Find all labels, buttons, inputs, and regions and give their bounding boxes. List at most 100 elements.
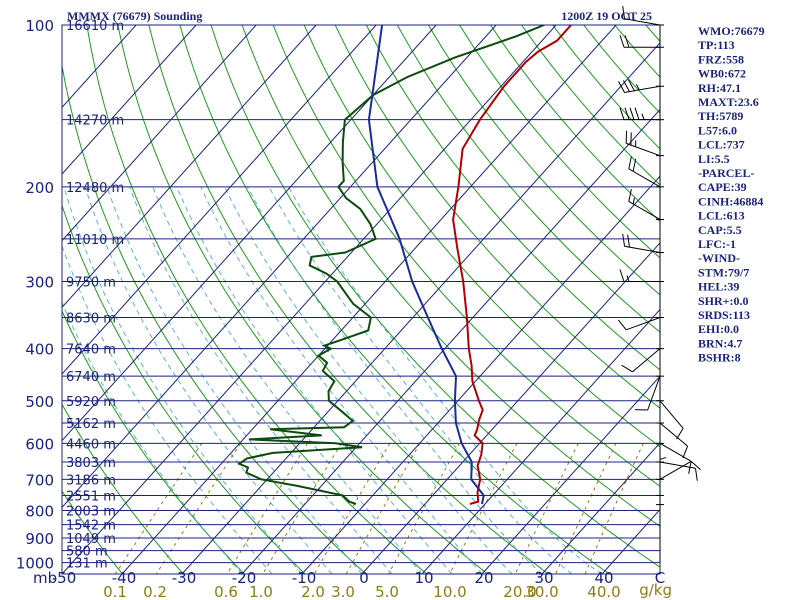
dry-adiabat [62, 309, 245, 574]
sounding-index: LCL:737 [698, 138, 745, 152]
mixing-ratio-tick-label: 30.0 [525, 583, 558, 600]
mixing-ratio-line [514, 443, 579, 574]
grid-lines [0, 25, 800, 574]
height-label: 6740 m [66, 370, 116, 385]
isotherm [121, 25, 617, 574]
isotherm [361, 242, 660, 574]
dry-adiabat [179, 25, 610, 574]
isotherm [62, 25, 257, 242]
height-label: 5162 m [66, 417, 116, 432]
moist-adiabat [200, 186, 483, 574]
dry-adiabat [396, 25, 660, 333]
moist-adiabat [62, 301, 243, 574]
mixing-ratio-line [345, 443, 421, 574]
wind-barb-staff [659, 460, 692, 480]
dry-adiabat [334, 25, 660, 409]
sounding-curves [237, 25, 572, 505]
sounding-index: LFC:-1 [698, 237, 736, 251]
mixing-ratio-unit-label: g/kg [639, 581, 672, 599]
sounding-index: LCL:613 [698, 209, 745, 223]
wind-barb-staff [659, 442, 692, 462]
height-label: 8630 m [66, 311, 116, 326]
height-label: 16610 m [66, 19, 124, 34]
wind-barb-staff [624, 85, 661, 94]
wind-barb-staff [647, 376, 661, 411]
temperature-tick-label: 20 [474, 569, 493, 587]
wind-barb-flag [621, 364, 633, 373]
wind-barb-flag [682, 445, 689, 459]
chart-title-station: MMMX (76679) Sounding [67, 9, 202, 23]
pressure-tick-label: 800 [25, 503, 54, 521]
sounding-index: LI:5.5 [698, 152, 730, 166]
isotherm [181, 42, 660, 574]
wind-barb-flag [619, 269, 625, 282]
wind-barb-flag [623, 80, 630, 92]
temperature-tick-label: 10 [414, 569, 433, 587]
pressure-unit-label: mb [33, 569, 57, 587]
dry-adiabat [62, 203, 306, 574]
mixing-ratio-line [388, 443, 461, 574]
temperature-tick-label: -40 [112, 569, 137, 587]
sounding-index: -WIND- [698, 251, 740, 265]
mixing-ratio-tick-label: 20.0 [503, 583, 536, 600]
wind-barb-flag [624, 107, 630, 120]
sounding-index: L57:6.0 [698, 123, 737, 137]
isotherm [62, 25, 437, 442]
isotherm [301, 175, 660, 574]
wind-barb-flag [622, 6, 626, 19]
pressure-tick-label: 1000 [16, 555, 54, 573]
dry-adiabat [0, 25, 1, 574]
dry-adiabat [303, 25, 660, 448]
isotherm [62, 25, 557, 574]
sounding-index: FRZ:558 [698, 52, 744, 66]
pressure-tick-label: 200 [25, 179, 54, 197]
mixing-ratio-tick-label: 0.2 [143, 583, 167, 600]
temperature-tick-label: -20 [232, 569, 257, 587]
wind-barb-flag [622, 233, 626, 247]
isotherm [62, 25, 197, 175]
dry-adiabat [272, 25, 660, 487]
isotherm [421, 308, 660, 574]
sounding-index: MAXT:23.6 [698, 95, 759, 109]
sounding-index: -PARCEL- [698, 166, 754, 180]
wind-barb-flag [629, 107, 635, 120]
wind-barbs [617, 6, 701, 563]
wind-barb-flag [628, 188, 632, 202]
wind-barb-flag [694, 468, 698, 481]
mixing-ratio-line [584, 443, 644, 574]
dry-adiabat [241, 25, 660, 527]
pressure-tick-label: 100 [25, 17, 54, 35]
wind-barb-half-flag [632, 197, 635, 205]
pressure-tick-label: 700 [25, 471, 54, 489]
dry-adiabat [427, 25, 660, 296]
mixing-ratio-line [226, 443, 309, 574]
mixing-ratio-line [155, 443, 242, 574]
dry-adiabat [770, 25, 800, 574]
wind-barb-half-flag [628, 13, 630, 20]
wind-barb-staff [628, 201, 661, 220]
sounding-index: BRN:4.7 [698, 336, 742, 350]
temperature-tick-label: -50 [52, 569, 77, 587]
sounding-index: EHI:0.0 [698, 322, 739, 336]
sounding-index: SRDS:113 [698, 308, 750, 322]
height-label: 7640 m [66, 343, 116, 358]
wind-barb-half-flag [641, 113, 645, 120]
pressure-tick-label: 600 [25, 435, 54, 453]
dry-adiabat [459, 25, 660, 259]
mixing-ratio-tick-label: 1.0 [249, 583, 273, 600]
dewpoint-line [237, 25, 545, 505]
sounding-index: BSHR:8 [698, 351, 741, 365]
sounding-index: WB0:672 [698, 67, 746, 81]
mixing-ratio-line [449, 443, 518, 574]
wind-barb-staff [626, 142, 661, 157]
height-label: 11010 m [66, 233, 124, 248]
wind-barb-flag [619, 35, 625, 48]
moist-adiabat [247, 186, 543, 574]
wind-barb-flag [618, 81, 625, 93]
wind-barb-staff [624, 18, 661, 26]
height-label: 580 m [66, 545, 108, 560]
wind-barb-staff [659, 422, 688, 447]
skewt-grid [0, 24, 800, 575]
